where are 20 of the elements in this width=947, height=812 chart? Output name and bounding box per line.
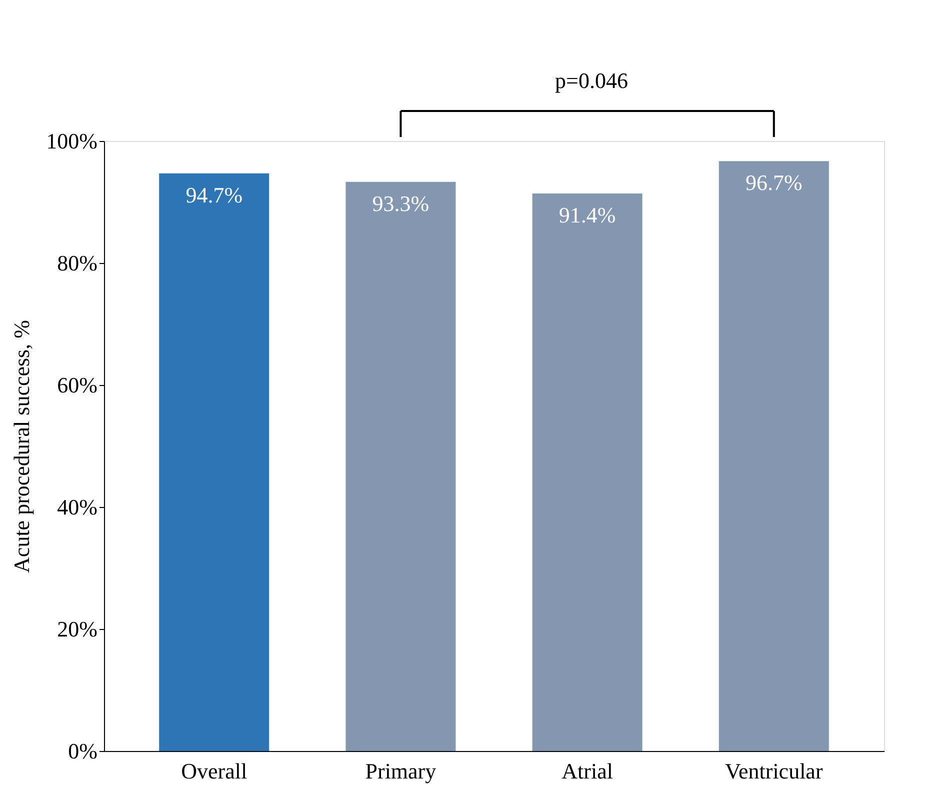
- x-tick-label: Atrial: [562, 758, 613, 784]
- y-tick-label: 40%: [57, 494, 98, 520]
- text: p=0.046: [555, 68, 628, 93]
- data-label: 96.7%: [745, 170, 802, 196]
- bar: [718, 161, 829, 751]
- data-label: 94.7%: [186, 182, 243, 208]
- y-tick-label: 20%: [57, 616, 98, 642]
- x-tick-label: Primary: [365, 758, 436, 784]
- bar: [346, 182, 456, 751]
- y-tick-label: 100%: [46, 128, 98, 154]
- data-label: 93.3%: [372, 190, 430, 216]
- y-tick-label: 0%: [68, 738, 98, 764]
- data-label: 91.4%: [558, 202, 616, 228]
- x-tick-label: Ventricular: [725, 758, 824, 784]
- bar: [532, 193, 642, 751]
- y-tick-label: 80%: [57, 250, 98, 276]
- x-tick-label: Overall: [181, 758, 248, 784]
- bar: [159, 173, 270, 751]
- y-axis-title: Acute procedural success, %: [9, 320, 34, 573]
- y-tick-label: 60%: [57, 372, 98, 398]
